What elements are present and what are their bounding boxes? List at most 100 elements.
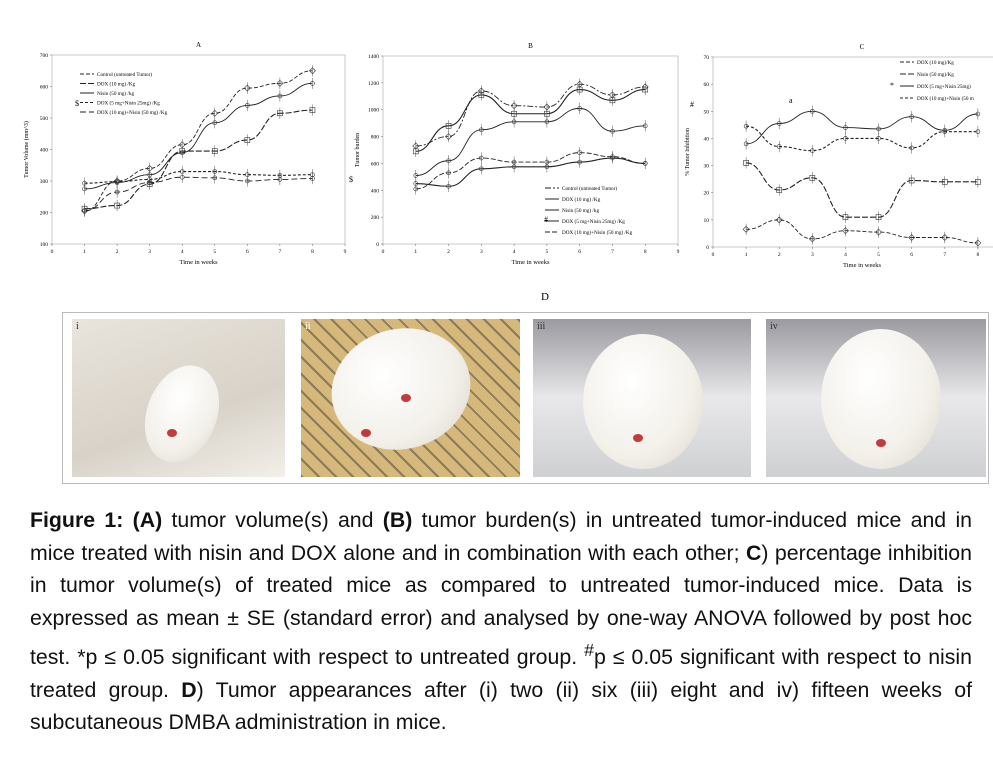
photo-iv: iv (766, 319, 986, 477)
legend-entry: DOX (5 mg+Nisin 25mg) /Kg (562, 218, 625, 225)
data-point (310, 81, 315, 86)
data-point (642, 161, 648, 166)
data-point (609, 97, 616, 104)
y-tick-label: 60 (704, 82, 710, 88)
x-tick-label: 3 (811, 252, 814, 258)
data-point (809, 174, 816, 181)
y-tick-label: 1200 (368, 81, 379, 87)
data-point (82, 180, 87, 186)
x-tick-label: 1 (745, 252, 748, 258)
x-tick-label: 9 (344, 249, 347, 255)
data-point (610, 128, 615, 134)
series-line (84, 170, 313, 184)
x-tick-label: 1 (414, 249, 417, 255)
plot-frame (51, 54, 346, 245)
y-tick-label: 700 (40, 53, 49, 59)
data-point (842, 227, 849, 235)
data-point (577, 106, 582, 111)
data-point (445, 133, 452, 140)
x-tick-label: 0 (51, 249, 54, 255)
data-point (974, 239, 982, 247)
data-point (975, 179, 981, 185)
caption-text: tumor burden(s) in untreated tumor-induc… (30, 508, 973, 565)
data-point (413, 186, 419, 192)
data-point (942, 129, 948, 134)
data-point (82, 208, 87, 214)
photo-label: ii (305, 321, 311, 332)
data-point (446, 158, 451, 164)
legend-entry: DOX (10 mg)+Nisin (50 mg) /Kg (97, 109, 168, 116)
data-point (843, 125, 848, 130)
data-point (909, 114, 914, 120)
photo-label: i (76, 321, 79, 332)
x-tick-label: 2 (447, 249, 450, 255)
data-point (211, 148, 218, 154)
x-tick-label: 3 (480, 249, 483, 255)
chart-B: B 0 1 2 3 4 5 6 7 8 9 0 200 400 600 800 1000 1200 1400 Time… (355, 42, 680, 266)
data-point (941, 179, 948, 185)
series-line (415, 89, 646, 152)
chart-title: B (528, 42, 533, 50)
x-tick-label: 8 (644, 249, 647, 255)
data-point (245, 178, 250, 184)
data-point (909, 145, 914, 151)
series-line (415, 157, 646, 187)
y-tick-label: 20 (704, 191, 710, 197)
legend-entry: DOX (10 mg) /Kg (562, 196, 601, 203)
data-point (743, 160, 749, 166)
photo-label: iii (537, 321, 546, 332)
data-point (544, 119, 550, 125)
legend-entry: DOX (5 mg+Nisin 25mg) /Kg (97, 100, 160, 107)
chart-C: C 0 1 2 3 4 5 6 7 8 0 10 20 30 40 50 60 70 Time in weeks % … (685, 43, 993, 269)
y-tick-label: 70 (704, 55, 710, 61)
significance-annotation: a (789, 96, 793, 105)
y-tick-label: 100 (40, 242, 49, 248)
x-tick-label: 8 (311, 249, 314, 255)
legend-entry: DOX (10 mg) /Kg (97, 81, 136, 88)
legend-entry: DOX (5 mg+Nisin 25mg) (917, 83, 971, 90)
data-point (941, 234, 949, 241)
data-point (412, 148, 419, 155)
chart-title: C (860, 43, 865, 51)
x-tick-label: 6 (910, 252, 913, 258)
data-point (179, 174, 185, 180)
x-tick-label: 4 (513, 249, 516, 255)
data-point (576, 86, 583, 93)
x-tick-label: 5 (546, 249, 549, 255)
x-tick-label: 7 (611, 249, 614, 255)
data-point (908, 234, 916, 241)
data-point (309, 107, 316, 113)
significance-annotation: $ (349, 175, 353, 184)
caption-hash: # (584, 640, 594, 660)
x-tick-label: 5 (213, 249, 216, 255)
x-tick-label: 1 (83, 249, 86, 255)
data-point (479, 127, 484, 133)
y-tick-label: 10 (704, 218, 710, 224)
data-point (642, 123, 648, 129)
data-point (776, 121, 782, 126)
data-point (642, 86, 649, 93)
data-point (743, 123, 749, 129)
x-tick-label: 3 (148, 249, 151, 255)
data-point (179, 150, 185, 155)
data-point (810, 108, 815, 114)
x-tick-label: 0 (382, 249, 385, 255)
y-tick-label: 400 (40, 148, 49, 154)
series-line (84, 82, 313, 190)
data-point (975, 111, 981, 117)
data-point (244, 137, 251, 143)
legend-entry: Nisin (50 mg)/Kg (917, 71, 954, 78)
plot-frame (712, 56, 993, 248)
legend-entry: Nisin (50 mg) /kg (97, 90, 134, 97)
data-point (309, 67, 316, 75)
caption-c-label: C (745, 540, 762, 565)
chart-A: A 0 1 2 3 4 5 6 7 8 9 100 200 300 400 500 600 700 Time in … (23, 41, 347, 266)
data-point (277, 93, 283, 99)
data-point (776, 187, 783, 193)
data-point (810, 148, 815, 153)
y-tick-label: 50 (704, 109, 710, 115)
y-tick-label: 30 (704, 164, 710, 170)
data-point (114, 189, 120, 195)
y-axis-label: Tumor Volume (mm^3) (23, 121, 30, 178)
data-point (975, 129, 981, 134)
